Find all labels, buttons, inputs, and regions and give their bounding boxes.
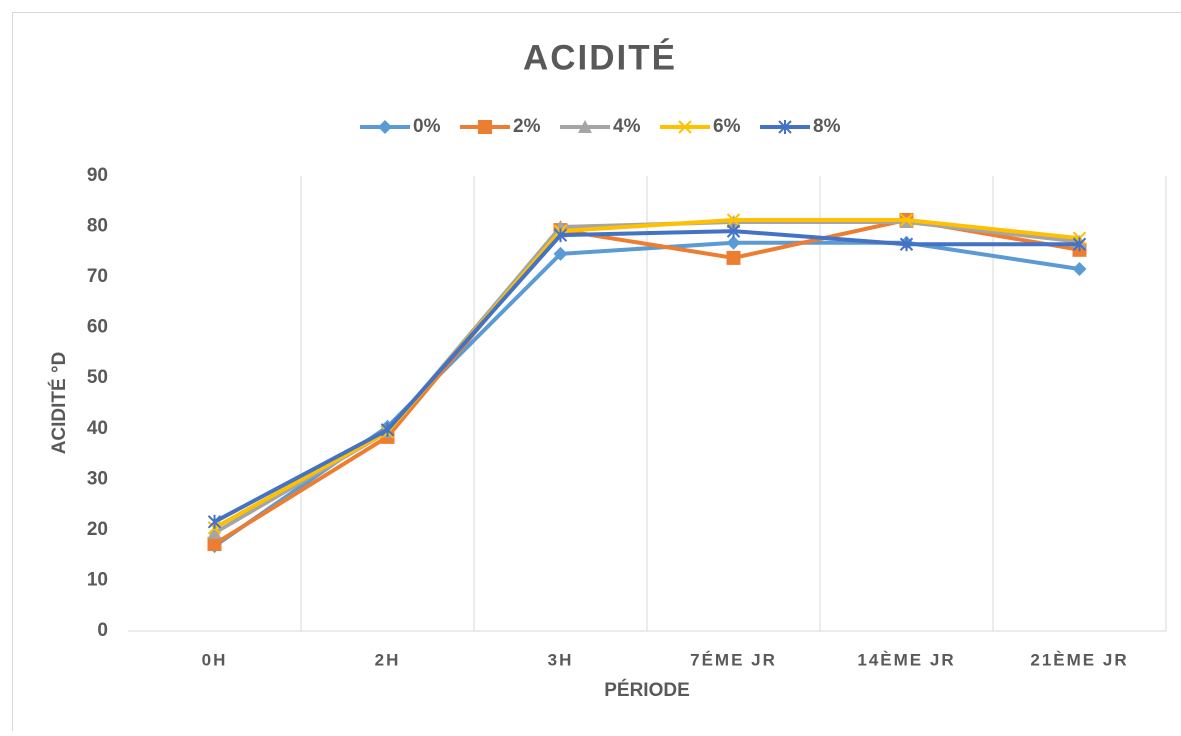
data-point xyxy=(208,537,222,551)
y-tick-label: 10 xyxy=(87,569,108,590)
y-tick-label: 40 xyxy=(87,418,108,439)
x-axis-label: PÉRIODE xyxy=(604,679,690,701)
y-tick-label: 50 xyxy=(87,367,108,388)
x-tick-label: 3H xyxy=(548,650,574,669)
y-tick-label: 90 xyxy=(87,165,108,186)
x-tick-label: 7ÉME JR xyxy=(690,650,777,669)
y-tick-label: 80 xyxy=(87,216,108,237)
legend-marker xyxy=(478,120,492,134)
y-tick-label: 70 xyxy=(87,266,108,287)
x-tick-label: 21ÈME JR xyxy=(1030,650,1128,669)
y-tick-label: 60 xyxy=(87,317,108,338)
y-tick-label: 30 xyxy=(87,468,108,489)
y-tick-label: 0 xyxy=(97,620,108,641)
legend-label: 2% xyxy=(513,116,541,137)
chart-title: ACIDITÉ xyxy=(523,37,677,77)
y-tick-label: 20 xyxy=(87,519,108,540)
legend-label: 6% xyxy=(713,116,741,137)
chart-frame xyxy=(13,13,1181,732)
y-axis-label: ACIDITÉ °D xyxy=(48,352,70,455)
x-tick-label: 0H xyxy=(202,650,228,669)
legend-label: 0% xyxy=(413,116,441,137)
data-point xyxy=(727,251,741,265)
x-tick-label: 14ÈME JR xyxy=(857,650,955,669)
x-tick-label: 2H xyxy=(375,650,401,669)
legend-label: 4% xyxy=(613,116,641,137)
legend-label: 8% xyxy=(813,116,841,137)
